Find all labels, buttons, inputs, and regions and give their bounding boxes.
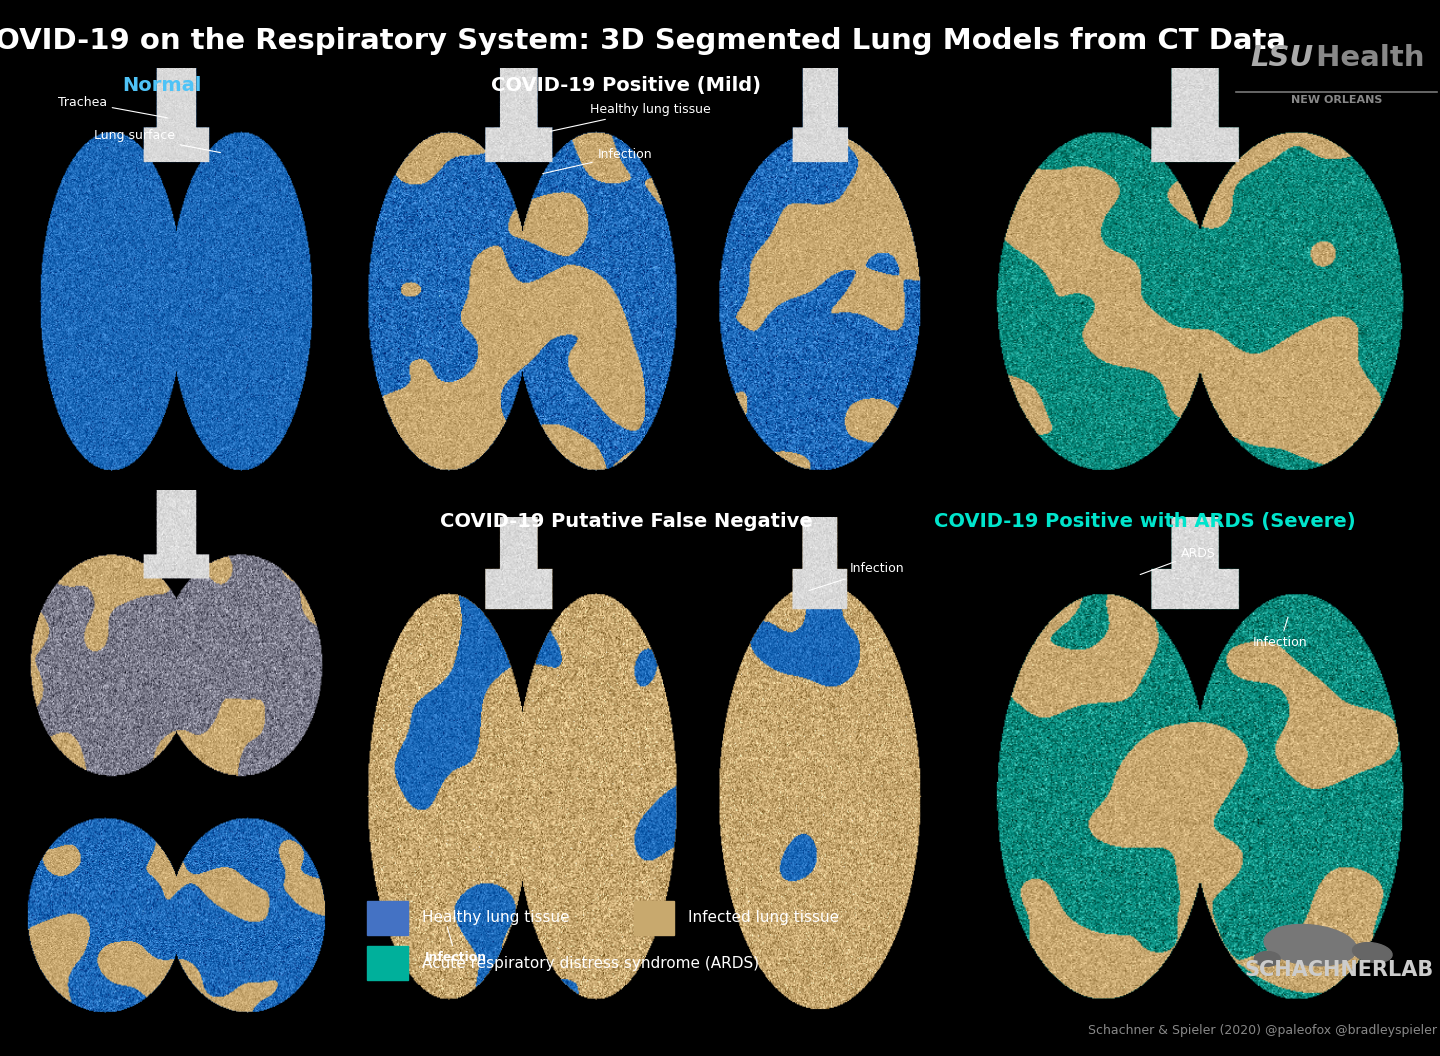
Text: Health: Health bbox=[1306, 44, 1424, 73]
Bar bbox=[367, 901, 408, 935]
Text: COVID-19 Positive with ARDS (Severe): COVID-19 Positive with ARDS (Severe) bbox=[935, 512, 1355, 531]
Text: Schachner & Spieler (2020) @paleofox @bradleyspieler: Schachner & Spieler (2020) @paleofox @br… bbox=[1089, 1024, 1437, 1037]
Text: Infection: Infection bbox=[543, 149, 652, 173]
Ellipse shape bbox=[1352, 943, 1392, 962]
Text: Infection: Infection bbox=[425, 927, 487, 964]
Text: Healthy lung tissue: Healthy lung tissue bbox=[550, 103, 711, 131]
Text: COVID-19 Putative False Negative: COVID-19 Putative False Negative bbox=[441, 512, 812, 531]
Text: Acute respiratory distress syndrome (ARDS): Acute respiratory distress syndrome (ARD… bbox=[422, 956, 759, 970]
Text: ARDS: ARDS bbox=[1140, 547, 1215, 574]
Ellipse shape bbox=[1254, 951, 1280, 966]
Ellipse shape bbox=[1264, 924, 1356, 966]
Text: Infected lung tissue: Infected lung tissue bbox=[688, 910, 840, 925]
Text: Infection: Infection bbox=[809, 563, 904, 590]
Text: COVID-19 Positive (Mild): COVID-19 Positive (Mild) bbox=[491, 76, 762, 95]
Text: Trachea: Trachea bbox=[58, 96, 167, 118]
Text: Lung surface: Lung surface bbox=[94, 130, 220, 153]
Text: Normal: Normal bbox=[122, 76, 202, 95]
Text: SCHACHNERLAB: SCHACHNERLAB bbox=[1244, 960, 1434, 980]
Text: NEW ORLEANS: NEW ORLEANS bbox=[1290, 95, 1382, 105]
Text: Infection: Infection bbox=[1253, 618, 1308, 649]
Text: Impact of COVID-19 on the Respiratory System: 3D Segmented Lung Models from CT D: Impact of COVID-19 on the Respiratory Sy… bbox=[0, 27, 1286, 56]
Text: Healthy lung tissue: Healthy lung tissue bbox=[422, 910, 570, 925]
Bar bbox=[634, 901, 674, 935]
Text: LSU: LSU bbox=[1250, 44, 1313, 73]
Bar bbox=[367, 946, 408, 980]
